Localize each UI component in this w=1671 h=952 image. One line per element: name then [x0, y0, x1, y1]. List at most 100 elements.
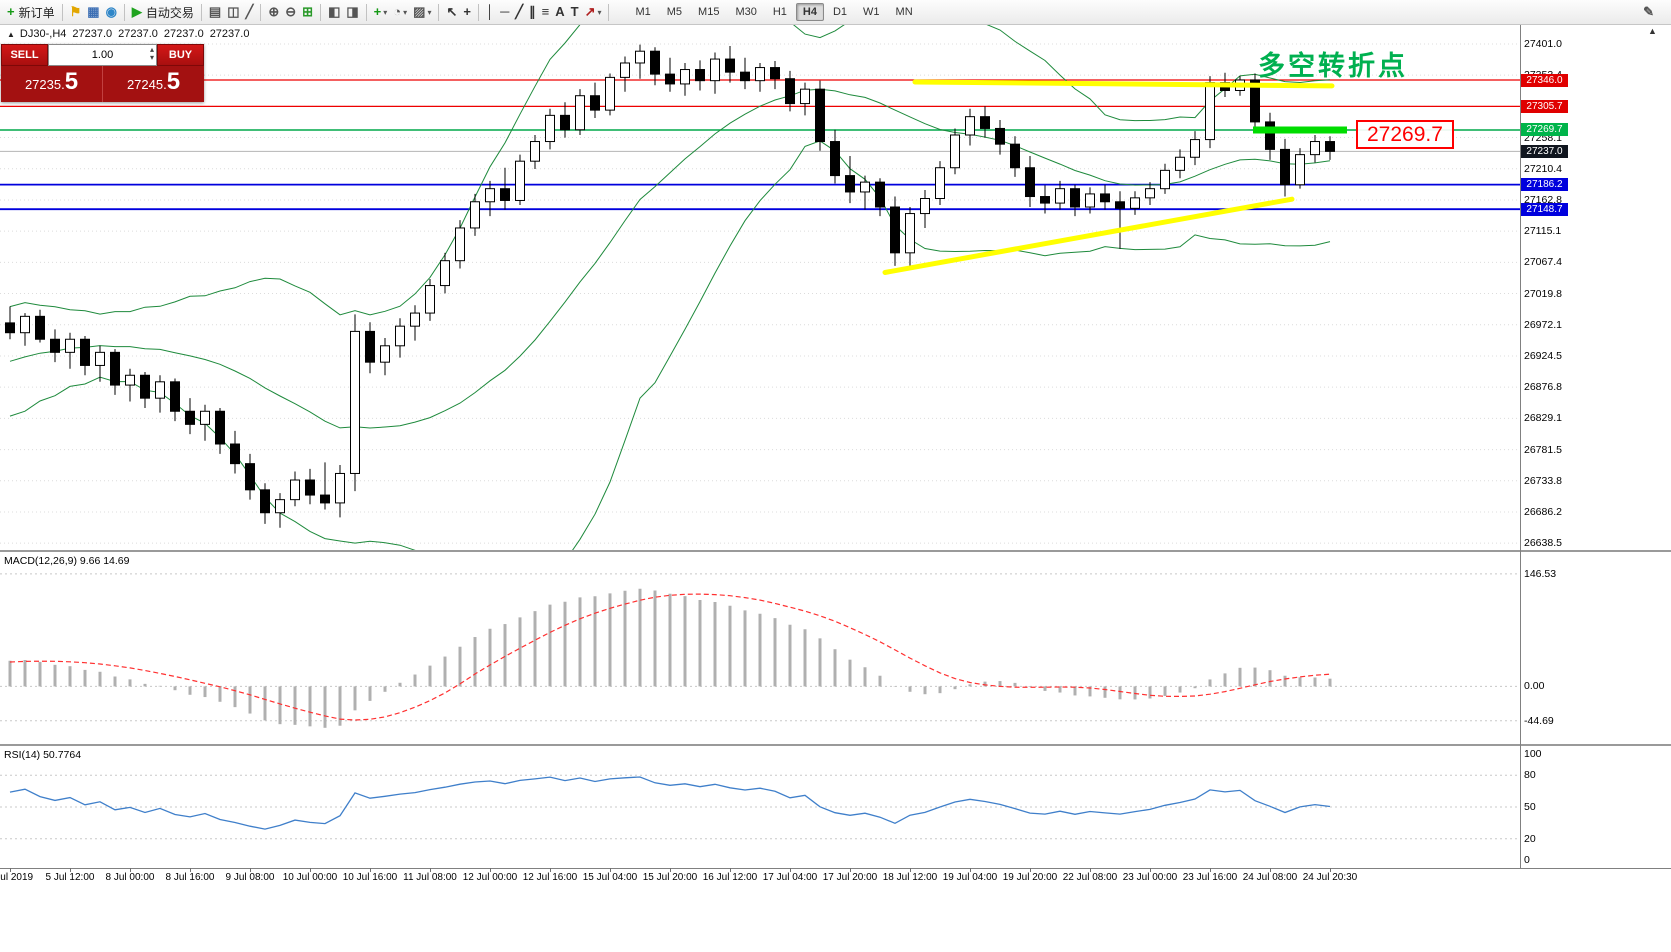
- rsi-axis-label: 100: [1524, 748, 1542, 760]
- timeframe-W1[interactable]: W1: [863, 6, 880, 18]
- volume-down-arrow[interactable]: ▾: [149, 53, 154, 62]
- time-label: 5 Jul 12:00: [45, 872, 95, 883]
- cascade-windows-tool[interactable]: ◨: [343, 2, 361, 22]
- bull-candle: [575, 95, 585, 131]
- timeframe-H1[interactable]: H1: [772, 6, 787, 18]
- toolbar-separator: [438, 3, 440, 21]
- bull-candle: [905, 213, 915, 254]
- panel-splitter[interactable]: [0, 744, 1671, 746]
- time-label: 24 Jul 20:30: [1302, 872, 1358, 883]
- zoom-in-tool[interactable]: ⊕: [265, 2, 282, 22]
- ohlc-low: 27237.0: [163, 28, 204, 40]
- time-label: 22 Jul 08:00: [1062, 872, 1118, 883]
- vertical-line-tool[interactable]: │: [483, 2, 497, 22]
- bull-candle: [470, 201, 480, 229]
- trendline-tool[interactable]: ╱: [512, 2, 526, 22]
- text-tool[interactable]: A: [552, 2, 567, 22]
- autotrade-label: 自动交易: [145, 5, 194, 20]
- sell-price[interactable]: 27235. 5: [1, 66, 103, 102]
- time-label: 15 Jul 04:00: [582, 872, 638, 883]
- bull-candle: [1055, 188, 1065, 204]
- zoom-out-tool[interactable]: ⊖: [282, 2, 299, 22]
- timeframe-M1[interactable]: M1: [635, 6, 651, 18]
- bull-candle: [350, 330, 360, 474]
- main-chart[interactable]: [0, 25, 1520, 550]
- tile-windows-tool[interactable]: ⊞: [299, 2, 316, 22]
- bull-candle: [275, 499, 285, 514]
- templates-tool[interactable]: ▨ ▾: [410, 2, 434, 22]
- bull-candle: [605, 76, 615, 111]
- volume-field[interactable]: 1.00 ▴ ▾: [48, 44, 157, 66]
- line-chart-tool[interactable]: ╱: [243, 2, 257, 22]
- bear-candle: [140, 374, 150, 399]
- bear-candle: [1070, 188, 1080, 208]
- yellow-trendline[interactable]: [882, 196, 1295, 275]
- candlestick-chart-tool[interactable]: ◫: [224, 2, 242, 22]
- crosshair-tool[interactable]: +: [460, 2, 474, 22]
- time-label: 8 Jul 16:00: [165, 872, 215, 883]
- toolbar-separator: [365, 3, 367, 21]
- buy-price[interactable]: 27245. 5: [103, 66, 204, 102]
- bear-candle: [245, 463, 255, 491]
- bear-candle: [1325, 141, 1335, 152]
- periods-tool[interactable]: ◔ ▾: [390, 2, 410, 22]
- bull-candle: [680, 69, 690, 85]
- time-label: 12 Jul 16:00: [522, 872, 578, 883]
- yellow-trendline[interactable]: [912, 79, 1335, 89]
- bear-candle: [560, 114, 570, 131]
- bear-candle: [1010, 143, 1020, 169]
- label-icon: T: [570, 4, 579, 19]
- sell-button[interactable]: SELL: [1, 44, 48, 66]
- fibonacci-tool[interactable]: ≡: [539, 2, 553, 22]
- channel-tool[interactable]: ∥: [526, 2, 539, 22]
- sell-price-big-digit: 5: [64, 68, 79, 95]
- volume-value: 1.00: [91, 49, 114, 61]
- price-level-badge: 27346.0: [1521, 73, 1568, 87]
- bear-candle: [110, 351, 120, 386]
- panel-splitter[interactable]: [0, 550, 1671, 552]
- bull-candle: [965, 116, 975, 136]
- sell-price-main: 27235.: [24, 77, 65, 92]
- indicators-icon: +: [373, 4, 382, 19]
- timeframe-H4[interactable]: H4: [795, 3, 824, 21]
- arrows-tool[interactable]: ↗ ▾: [582, 2, 605, 22]
- timeframe-M30[interactable]: M30: [735, 6, 757, 18]
- bull-candle: [860, 181, 870, 193]
- volume-up-arrow[interactable]: ▴: [149, 45, 154, 54]
- timeframe-M5[interactable]: M5: [666, 6, 683, 18]
- one-click-toggle-arrow[interactable]: ▲: [7, 29, 15, 39]
- cursor-tool[interactable]: ↖: [443, 2, 460, 22]
- indicators-tool[interactable]: + ▾: [371, 2, 391, 22]
- timeframe-D1[interactable]: D1: [832, 6, 848, 18]
- price-tick-label: 26876.8: [1524, 381, 1562, 394]
- new-order-button[interactable]: + 新订单: [4, 2, 58, 22]
- toolbar-separator: [320, 3, 322, 21]
- rsi-panel[interactable]: [0, 746, 1520, 868]
- timeframe-toolbar: M1 M5 M15 M30 H1 H4 D1 W1 MN: [627, 3, 920, 21]
- bear-candle: [365, 330, 375, 363]
- mql5-community-tool[interactable]: ◉: [103, 2, 120, 22]
- timeframe-M15[interactable]: M15: [698, 6, 720, 18]
- edit-tool[interactable]: ✎: [1640, 2, 1657, 22]
- charts-tool[interactable]: ▦: [84, 2, 102, 22]
- buy-button[interactable]: BUY: [157, 44, 204, 66]
- chart-shift-marker[interactable]: ▲: [1648, 26, 1657, 36]
- announcement-tool[interactable]: ⚑: [67, 2, 85, 22]
- timeframe-MN[interactable]: MN: [895, 6, 913, 18]
- bull-candle: [125, 374, 135, 386]
- label-tool[interactable]: T: [568, 2, 582, 22]
- macd-panel[interactable]: [0, 552, 1520, 744]
- bear-candle: [1280, 148, 1290, 186]
- price-tick-label: 26638.5: [1524, 537, 1562, 550]
- arrange-windows-tool[interactable]: ◧: [325, 2, 343, 22]
- horizontal-line-tool[interactable]: ─: [497, 2, 512, 22]
- bear-candle: [890, 206, 900, 254]
- bull-candle: [395, 325, 405, 347]
- bear-candle: [215, 410, 225, 445]
- bar-chart-tool[interactable]: ▤: [206, 2, 224, 22]
- bear-candle: [590, 95, 600, 111]
- price-tick-label: 27067.4: [1524, 256, 1562, 269]
- bear-candle: [665, 73, 675, 85]
- time-label: 8 Jul 00:00: [105, 872, 155, 883]
- autotrade-button[interactable]: ▶ 自动交易: [129, 2, 197, 22]
